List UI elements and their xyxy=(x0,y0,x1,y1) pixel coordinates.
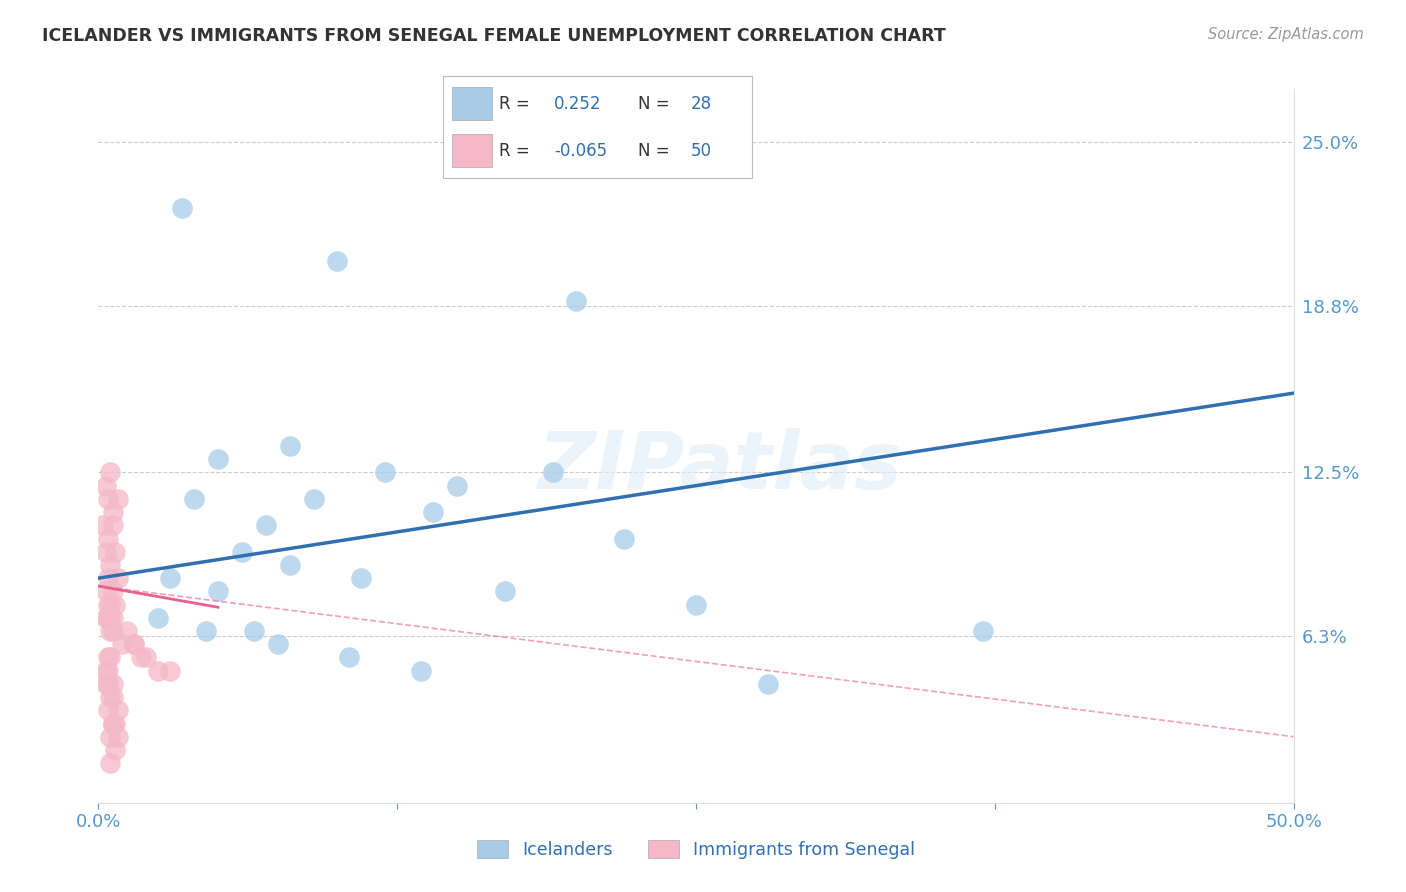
Point xyxy=(107,703,129,717)
Point xyxy=(148,664,170,678)
Point xyxy=(278,439,301,453)
Point xyxy=(97,611,120,625)
Point xyxy=(98,756,122,771)
Point xyxy=(104,545,127,559)
Point xyxy=(124,637,146,651)
Point xyxy=(98,466,122,480)
Point xyxy=(159,571,181,585)
Point xyxy=(94,584,117,599)
Point xyxy=(98,624,122,638)
Point xyxy=(278,558,301,572)
Point xyxy=(350,571,373,585)
Point xyxy=(101,690,124,704)
Point xyxy=(374,466,396,480)
Point xyxy=(101,611,124,625)
Point xyxy=(104,716,127,731)
Point xyxy=(243,624,266,638)
Point xyxy=(494,584,516,599)
Point xyxy=(159,664,181,678)
Point xyxy=(104,598,127,612)
Text: ICELANDER VS IMMIGRANTS FROM SENEGAL FEMALE UNEMPLOYMENT CORRELATION CHART: ICELANDER VS IMMIGRANTS FROM SENEGAL FEM… xyxy=(42,27,946,45)
Point xyxy=(97,677,120,691)
Point xyxy=(326,254,349,268)
Point xyxy=(231,545,253,559)
Point xyxy=(172,201,194,215)
Point xyxy=(685,598,707,612)
Point xyxy=(131,650,153,665)
FancyBboxPatch shape xyxy=(443,76,752,178)
Text: N =: N = xyxy=(638,142,669,160)
Text: 28: 28 xyxy=(690,95,711,112)
Point xyxy=(98,598,122,612)
Text: 50: 50 xyxy=(690,142,711,160)
Point xyxy=(111,637,134,651)
Point xyxy=(97,491,120,506)
Point xyxy=(254,518,277,533)
Point xyxy=(207,584,229,599)
Point xyxy=(107,571,129,585)
Point xyxy=(97,532,120,546)
Point xyxy=(302,491,325,506)
Point xyxy=(541,466,564,480)
Point xyxy=(101,677,124,691)
Point xyxy=(267,637,290,651)
Text: -0.065: -0.065 xyxy=(554,142,607,160)
Point xyxy=(98,690,122,704)
Point xyxy=(94,611,117,625)
Point xyxy=(101,518,124,533)
Point xyxy=(613,532,636,546)
Point xyxy=(101,716,124,731)
Point xyxy=(98,558,122,572)
Text: R =: R = xyxy=(499,142,529,160)
Point xyxy=(115,624,138,638)
Point xyxy=(148,611,170,625)
Point xyxy=(135,650,157,665)
Point xyxy=(97,650,120,665)
Point xyxy=(195,624,218,638)
Y-axis label: Female Unemployment: Female Unemployment xyxy=(0,350,8,542)
Point xyxy=(207,452,229,467)
Point xyxy=(107,491,129,506)
Point xyxy=(756,677,779,691)
Point xyxy=(101,624,124,638)
Point xyxy=(97,598,120,612)
Point xyxy=(98,611,122,625)
Point xyxy=(422,505,444,519)
Point xyxy=(97,571,120,585)
Point xyxy=(94,545,117,559)
Point xyxy=(94,478,117,492)
Text: ZIPatlas: ZIPatlas xyxy=(537,428,903,507)
Text: R =: R = xyxy=(499,95,529,112)
FancyBboxPatch shape xyxy=(453,135,492,167)
Point xyxy=(101,584,124,599)
Point xyxy=(98,650,122,665)
Point xyxy=(446,478,468,492)
FancyBboxPatch shape xyxy=(453,87,492,120)
Point xyxy=(101,716,124,731)
Text: N =: N = xyxy=(638,95,669,112)
Point xyxy=(972,624,994,638)
Point xyxy=(104,743,127,757)
Point xyxy=(339,650,361,665)
Point xyxy=(107,730,129,744)
Legend: Icelanders, Immigrants from Senegal: Icelanders, Immigrants from Senegal xyxy=(470,833,922,865)
Point xyxy=(411,664,433,678)
Point xyxy=(124,637,146,651)
Text: 0.252: 0.252 xyxy=(554,95,602,112)
Point xyxy=(97,664,120,678)
Point xyxy=(97,703,120,717)
Point xyxy=(98,730,122,744)
Point xyxy=(101,505,124,519)
Text: Source: ZipAtlas.com: Source: ZipAtlas.com xyxy=(1208,27,1364,42)
Point xyxy=(183,491,205,506)
Point xyxy=(94,664,117,678)
Point xyxy=(94,677,117,691)
Point xyxy=(91,518,114,533)
Point xyxy=(565,293,588,308)
